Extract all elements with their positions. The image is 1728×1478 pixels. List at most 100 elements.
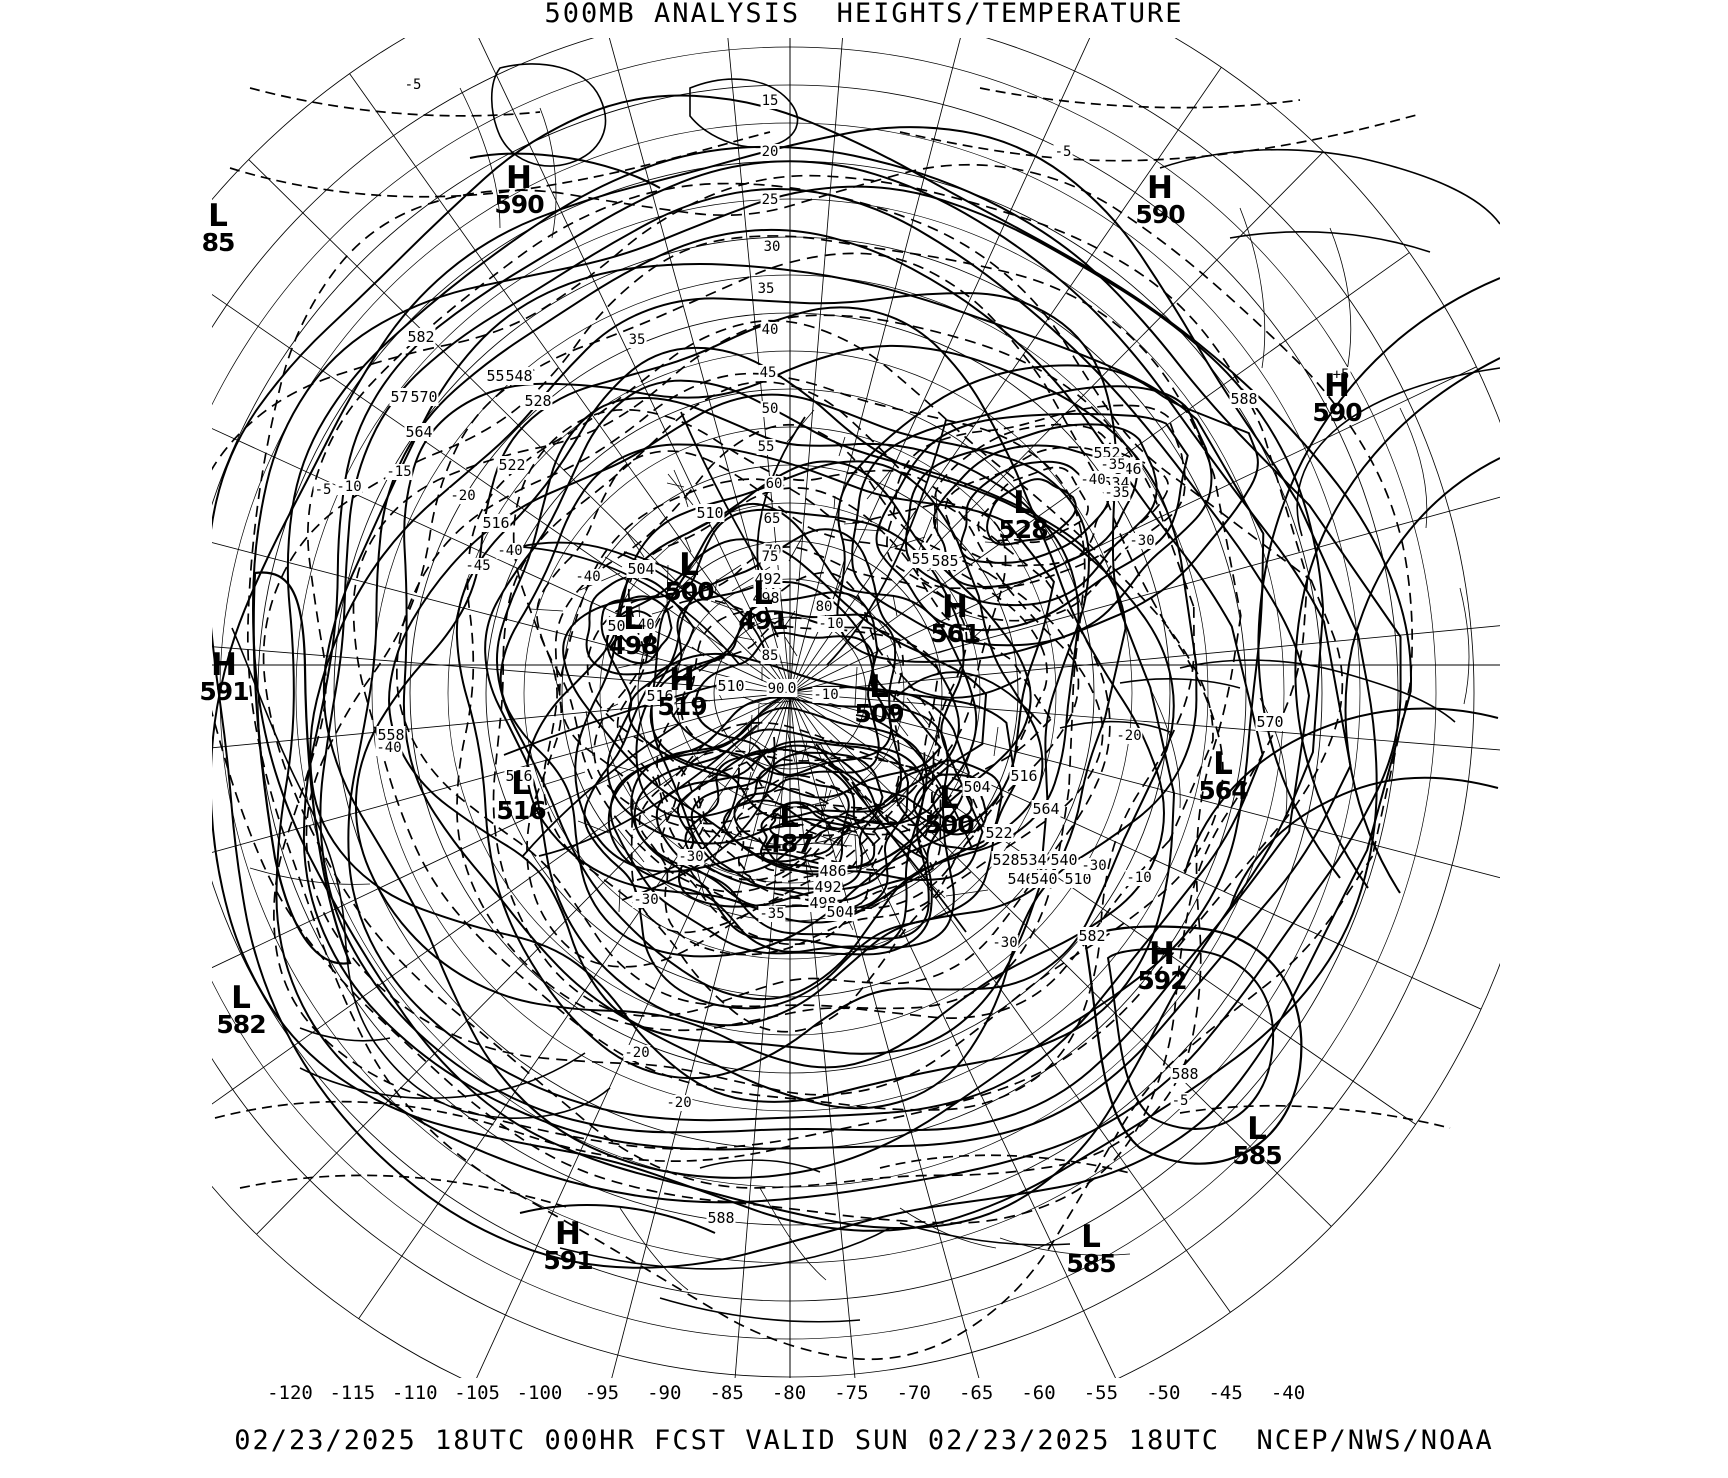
height-contour-label: 528 [991, 851, 1021, 869]
longitude-tick-label: -70 [896, 1382, 931, 1404]
height-contour-label: 564 [1031, 800, 1061, 818]
pressure-center-low: L 585 [1232, 1111, 1282, 1168]
center-value: 591 [199, 677, 249, 707]
temperature-contour-label: -35 [758, 906, 786, 922]
temperature-contour-label: -45 [464, 558, 492, 574]
height-contour-label: 486 [818, 862, 848, 880]
temperature-contour-label: 50 [760, 401, 780, 417]
height-contour-label: 504 [626, 560, 656, 578]
center-value: 509 [854, 699, 904, 729]
longitude-tick-label: -50 [1146, 1382, 1181, 1404]
height-contour-label: 588 [706, 1209, 736, 1227]
center-value: 590 [1312, 398, 1362, 428]
height-contour-label: 510 [695, 504, 725, 522]
center-value: 564 [1198, 776, 1248, 806]
height-contour-label: 534 [1018, 851, 1048, 869]
pressure-center-low: L 85 [202, 200, 236, 255]
center-glyph: L [779, 799, 799, 835]
footer-caption: 02/23/2025 18UTC 000HR FCST VALID SUN 02… [234, 1425, 1494, 1456]
height-contour-label: 498 [751, 589, 781, 607]
temperature-contour-label: 30 [762, 239, 782, 255]
center-glyph: L [939, 780, 959, 816]
pressure-center-low: L 509 [854, 671, 904, 729]
height-contour-label: 516 [504, 767, 534, 785]
longitude-tick-label: -55 [1083, 1382, 1119, 1404]
height-contour-label: 492 [753, 570, 783, 588]
center-value: 582 [216, 1010, 266, 1040]
center-glyph: L [1013, 485, 1033, 521]
height-contour-label: 522 [984, 824, 1014, 842]
center-value: 498 [608, 631, 658, 661]
height-contour-label: 588 [1229, 390, 1259, 408]
center-value: 519 [657, 692, 707, 722]
height-contour-label: 492 [813, 878, 843, 896]
temperature-contour-label: -35 [1103, 485, 1131, 501]
height-contour-label: 558 [376, 726, 406, 744]
center-value: 491 [738, 606, 788, 636]
center-glyph: L [753, 576, 773, 612]
longitude-tick-label: -80 [771, 1382, 807, 1404]
longitude-tick-label: -90 [647, 1382, 682, 1404]
temperature-contour-label: -5 [313, 482, 333, 498]
center-glyph: H [1147, 170, 1173, 206]
temperature-contour-label: -40 [496, 543, 524, 559]
longitude-tick-label: -40 [1270, 1382, 1306, 1404]
temperature-contour-label: -5 [1170, 1093, 1190, 1109]
pressure-center-high: H 591 [199, 649, 249, 707]
temperature-contour-label: 25 [760, 192, 780, 208]
center-value: 500 [924, 810, 974, 840]
height-contour-label: 570 [409, 388, 439, 406]
center-glyph: L [679, 547, 699, 583]
map-content [212, 38, 1500, 1378]
center-value: 487 [764, 829, 814, 859]
height-contour-label: 504 [606, 617, 636, 635]
temperature-contour-label: 80 [814, 599, 834, 615]
temperature-contour-label: -30 [1080, 858, 1108, 874]
page-title: 500MB ANALYSIS HEIGHTS/TEMPERATURE [544, 0, 1184, 29]
pressure-center-high: H 590 [1312, 370, 1362, 428]
height-contour-label: 585 [930, 552, 960, 570]
pressure-center-low: L 498 [608, 601, 658, 661]
temperature-contour-label: -30 [632, 892, 660, 908]
longitude-tick-label: -115 [329, 1382, 376, 1404]
temperature-contour-label: -5 [1053, 144, 1073, 160]
center-glyph: L [231, 980, 251, 1016]
map-svg [212, 38, 1500, 1378]
center-glyph: L [1247, 1111, 1267, 1147]
temperature-contour-label: -20 [1115, 728, 1143, 744]
pressure-center-low: L 487 [764, 799, 814, 859]
height-contour-label: 588 [1170, 1065, 1200, 1083]
height-contour-label: 540 [1049, 851, 1079, 869]
temperature-contour-label: 75 [760, 549, 780, 565]
center-glyph: L [623, 601, 643, 637]
center-value: 590 [494, 190, 544, 220]
temperature-contour-label: 45 [758, 365, 778, 381]
pressure-center-low: L 516 [496, 768, 546, 823]
temperature-contour-label: -10 [812, 687, 840, 703]
pressure-center-high: H 590 [494, 160, 544, 220]
center-glyph: H [1149, 936, 1175, 972]
longitude-tick-label: -120 [267, 1382, 313, 1404]
temperature-contour-label: -30 [677, 849, 705, 865]
pressure-center-high: H 591 [543, 1218, 593, 1273]
temperature-contour-label: -20 [665, 1095, 693, 1111]
center-value: 590 [1135, 200, 1185, 230]
pressure-center-low: L 500 [924, 780, 974, 840]
map-canvas [0, 28, 1728, 1418]
height-contour-label: 528 [523, 392, 553, 410]
longitude-tick-label: -60 [1021, 1382, 1056, 1404]
pressure-center-low: L 564 [1198, 748, 1248, 806]
temperature-contour-label: 20 [760, 144, 780, 160]
height-contour-label: 564 [404, 423, 434, 441]
temperature-contour-label: 35 [756, 281, 776, 297]
height-contour-label: 546 [1006, 870, 1036, 888]
center-glyph: L [1081, 1219, 1101, 1255]
center-glyph: H [506, 160, 532, 196]
height-contour-label: 516 [1009, 767, 1039, 785]
temperature-contour-label: -40 [1079, 472, 1107, 488]
center-value: 592 [1137, 966, 1187, 996]
height-contour-label: 510 [716, 677, 746, 695]
temperature-contour-label: -15 [385, 464, 413, 480]
height-contour-label: 522 [497, 456, 527, 474]
